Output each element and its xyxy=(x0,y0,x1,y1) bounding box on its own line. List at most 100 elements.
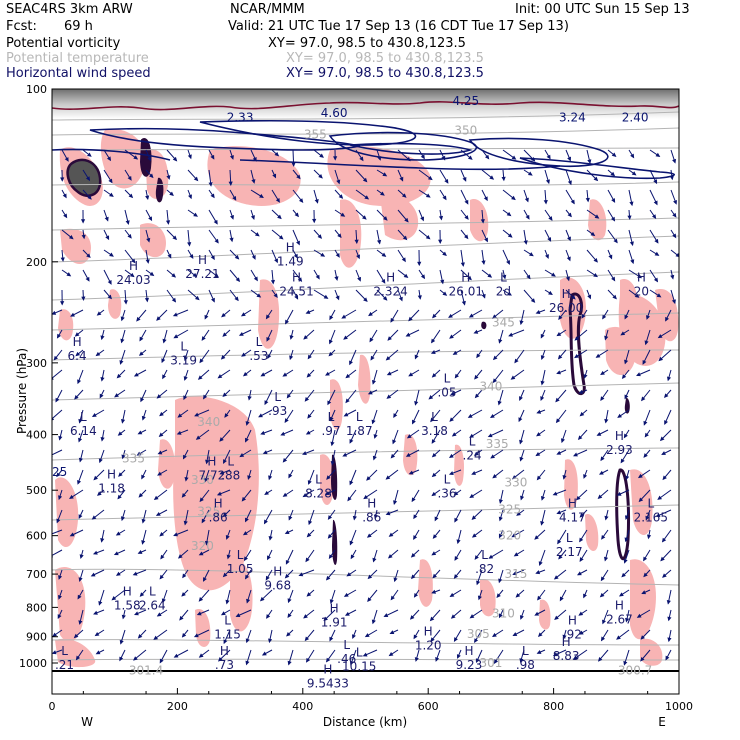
wind-arrow-head xyxy=(587,294,592,300)
wind-arrow-head xyxy=(96,491,102,496)
wind-arrow-head xyxy=(474,374,479,380)
wind-arrow-head xyxy=(183,520,188,526)
extremum-value-21: .88 xyxy=(221,468,240,482)
wind-arrow-head xyxy=(288,473,293,479)
wind-arrow-head xyxy=(662,573,667,578)
y-tick-label-5: 600 xyxy=(26,530,47,543)
wind-arrow-head xyxy=(159,411,164,417)
extremum-value-5: 26.01 xyxy=(449,285,483,299)
wind-arrow-head xyxy=(78,577,83,582)
theta-label-17: 301 xyxy=(479,656,502,670)
wind-labels: 4.60 4.25 3.24 2.40 2.33 xyxy=(227,94,649,124)
wind-arrow-head xyxy=(284,418,289,423)
wind-arrow-head xyxy=(108,178,113,184)
wind-arrow-head xyxy=(562,474,567,480)
wind-arrow-head xyxy=(634,293,640,298)
wind-arrow-head xyxy=(147,156,152,162)
wind-arrow-head xyxy=(476,353,481,359)
wind-arrow-head xyxy=(546,154,551,160)
wind-arrow-head xyxy=(429,616,435,622)
wind-arrow-head xyxy=(630,153,635,159)
wind-arrow-head xyxy=(487,273,493,278)
wind-arrow-head xyxy=(171,297,177,303)
wind-arrow-head xyxy=(623,433,628,439)
plot-frame xyxy=(51,88,680,695)
wind-arrow-head xyxy=(234,254,240,260)
wind-arrow-head xyxy=(109,252,114,257)
wind-arrow-head xyxy=(377,156,382,161)
wind-arrow-head xyxy=(484,237,488,243)
wind-arrow-head xyxy=(481,260,486,266)
wind-arrow-head xyxy=(393,500,398,506)
wind-arrow-head xyxy=(406,156,411,162)
wind-arrow-head xyxy=(167,253,172,259)
wind-arrow-head xyxy=(302,493,308,498)
wind-arrow-head xyxy=(326,475,331,480)
wind-arrow-head xyxy=(362,177,368,183)
wind-arrow-head xyxy=(94,631,100,637)
wind-arrow-head xyxy=(63,213,68,219)
wind-arrow-head xyxy=(277,214,282,220)
wind-arrow-head xyxy=(114,393,119,398)
wind-arrow-head xyxy=(296,240,300,246)
wind-arrow-head xyxy=(251,179,256,184)
wind-arrow-head xyxy=(555,418,561,424)
wind-arrow-head xyxy=(247,475,252,480)
wind-arrow-head xyxy=(389,630,395,635)
wind-arrow-head xyxy=(547,237,552,242)
wind-arrow-head xyxy=(245,638,250,644)
wind-arrow-head xyxy=(388,532,394,537)
wind-arrow-head xyxy=(260,372,266,377)
extremum-letter-43: L xyxy=(356,645,363,659)
wind-arrow-head xyxy=(198,551,204,556)
x-tick-label-0: 0 xyxy=(49,700,56,713)
wind-arrow-head xyxy=(173,532,178,537)
wind-arrow-head xyxy=(537,595,542,601)
wind-arrow-head xyxy=(654,238,659,244)
wind-arrow-head xyxy=(280,431,286,436)
wind-arrow-head xyxy=(450,391,456,396)
wind-arrow-head xyxy=(244,574,250,580)
wind-arrow-head xyxy=(275,198,280,203)
wind-arrow-head xyxy=(368,311,373,317)
extremum-letter-21: L xyxy=(227,454,234,468)
wind-arrow-head xyxy=(515,593,521,598)
wind-arrow-head xyxy=(665,655,670,661)
wind-arrow-head xyxy=(431,338,436,344)
wind-arrow-head xyxy=(240,312,246,317)
legend-pv-name: Potential vorticity xyxy=(6,36,121,51)
wind-arrow-head xyxy=(246,598,251,604)
wind-arrow-head xyxy=(274,258,278,264)
wind-arrow-head xyxy=(223,639,228,645)
wind-arrow-head xyxy=(553,575,559,580)
wind-arrow-head xyxy=(100,538,105,543)
wind-arrow-head xyxy=(78,418,83,424)
extremum-value-11: 6.4 xyxy=(68,349,87,363)
extremum-letter-7: H xyxy=(562,287,571,301)
wind-arrow-head xyxy=(305,309,311,314)
pv-tropopause-line xyxy=(52,101,679,111)
wind-arrow-head xyxy=(68,235,74,240)
wind-arrow-head xyxy=(136,451,142,456)
theta-label-3: 340 xyxy=(479,380,502,394)
extremum-value-35: 1.91 xyxy=(321,616,348,630)
wind-arrow-head xyxy=(302,451,307,456)
wind-arrow-head xyxy=(52,650,57,655)
wind-arrow-head xyxy=(104,216,109,222)
wind-arrow-head xyxy=(646,534,652,540)
wind-arrow-head xyxy=(250,215,255,220)
wind-arrow-head xyxy=(597,657,603,662)
extremum-value-41: .46 xyxy=(337,652,356,666)
wind-arrow-head xyxy=(560,438,565,444)
extremum-letter-19: H xyxy=(615,429,624,443)
wind-arrow-head xyxy=(356,254,361,260)
wind-arrow-head xyxy=(305,557,310,563)
wind-arrow-head xyxy=(600,456,605,462)
wind-arrow-head xyxy=(198,597,204,602)
wind-arrow-head xyxy=(525,214,530,220)
wind-arrow-head xyxy=(624,394,629,400)
wind-arrow-head xyxy=(448,313,453,318)
wind-arrow-head xyxy=(60,301,65,306)
theta-label-16: 301.4 xyxy=(129,663,163,677)
wind-arrow-head xyxy=(201,336,206,341)
